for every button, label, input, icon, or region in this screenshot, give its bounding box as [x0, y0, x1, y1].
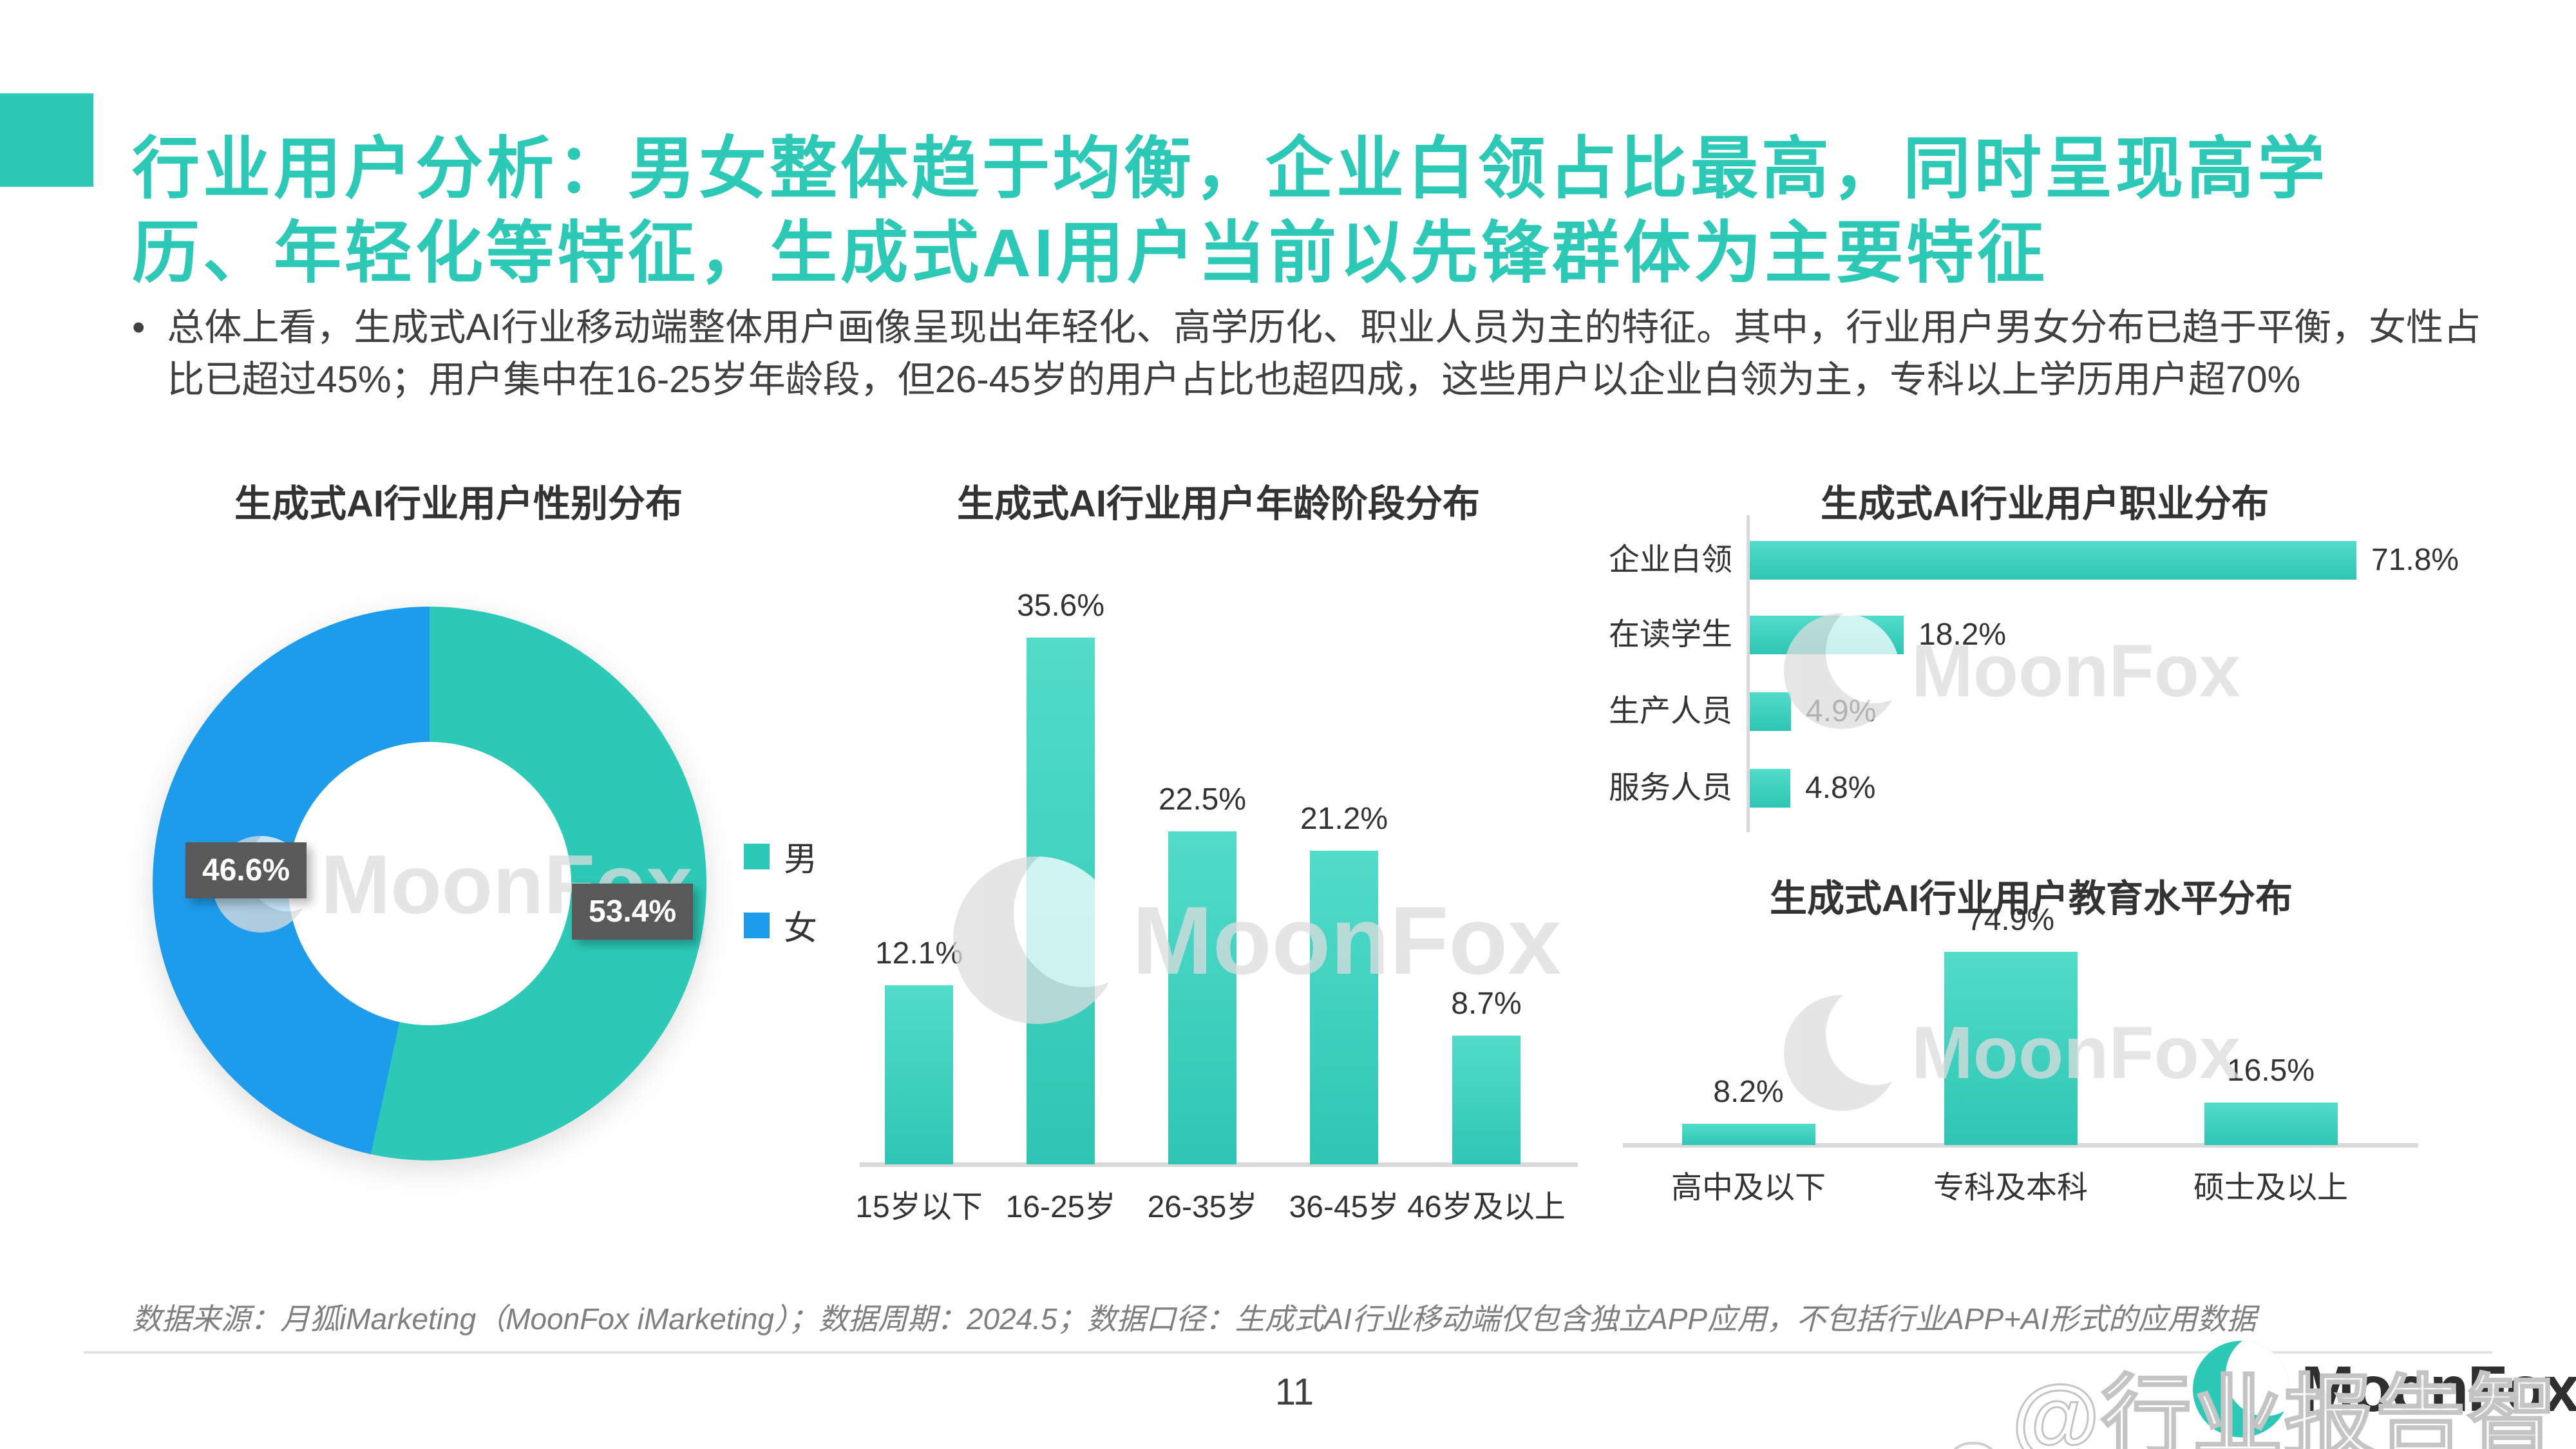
- legend-label: 女: [784, 910, 818, 947]
- axis-category-label: 36-45岁: [1289, 1190, 1399, 1224]
- bar-value-label: 18.2%: [1918, 618, 2007, 652]
- axis-category-label: 高中及以下: [1671, 1171, 1826, 1205]
- bar: [2204, 1103, 2338, 1145]
- donut-hole: [288, 742, 571, 1025]
- occupation-chart-title: 生成式AI行业用户职业分布: [1820, 483, 2269, 525]
- axis-category-label: 15岁以下: [855, 1190, 983, 1224]
- y-axis: [1747, 515, 1750, 832]
- axis-category-label: 硕士及以上: [2193, 1171, 2348, 1205]
- bar-value-label: 22.5%: [1158, 782, 1247, 817]
- summary-text: 总体上看，生成式AI行业移动端整体用户画像呈现出年轻化、高学历化、职业人员为主的…: [167, 307, 2481, 401]
- bar: [1681, 1124, 1815, 1145]
- accent-square: [0, 93, 93, 187]
- bar-value-label: 71.8%: [2371, 543, 2459, 577]
- gender-legend: 男 女: [744, 832, 817, 949]
- bar-value-label: 4.8%: [1805, 771, 1876, 805]
- occupation-plot: 71.8% 企业白领 18.2% 在读学生 4.9% 生产人员 4.8% 服务人员: [1609, 515, 2487, 832]
- summary-bullet: • 总体上看，生成式AI行业移动端整体用户画像呈现出年轻化、高学历化、职业人员为…: [132, 301, 2483, 406]
- page-number: 11: [1274, 1371, 1314, 1413]
- moonfox-logo: MoonFox: [2193, 1341, 2576, 1437]
- axis-category-label: 专科及本科: [1933, 1171, 2088, 1205]
- data-source-note: 数据来源：月狐iMarketing（MoonFox iMarketing）；数据…: [132, 1302, 2257, 1336]
- bar-value-label: 4.9%: [1806, 694, 1877, 728]
- legend-item-male: 男: [744, 832, 817, 880]
- bar-value-label: 8.2%: [1713, 1075, 1784, 1109]
- bar: [1168, 831, 1236, 1164]
- education-chart-title: 生成式AI行业用户教育水平分布: [1769, 878, 2293, 920]
- moonfox-logo-icon: [2193, 1341, 2289, 1437]
- bar-value-label: 21.2%: [1300, 802, 1388, 836]
- age-chart-title: 生成式AI行业用户年龄阶段分布: [956, 483, 1480, 525]
- baidu-paw-icon: du: [1944, 1441, 2003, 1449]
- bar-value-label: 12.1%: [875, 936, 963, 971]
- bar: [1310, 851, 1378, 1164]
- axis-category-label: 46岁及以上: [1407, 1190, 1566, 1224]
- bar: [1750, 541, 2356, 580]
- female-swatch: [744, 912, 770, 938]
- bullet-glyph: •: [132, 307, 146, 348]
- axis-category-label: 在读学生: [1608, 618, 1732, 652]
- bar: [1750, 692, 1791, 731]
- x-axis: [1623, 1143, 2418, 1148]
- axis-category-label: 企业白领: [1608, 543, 1732, 577]
- axis-category-label: 26-35岁: [1147, 1190, 1258, 1224]
- bar-value-label: 74.9%: [1966, 903, 2055, 937]
- bar: [1027, 638, 1095, 1164]
- axis-category-label: 生产人员: [1608, 694, 1732, 728]
- male-swatch: [744, 843, 770, 869]
- axis-category-label: 服务人员: [1608, 771, 1732, 805]
- axis-category-label: 16-25岁: [1005, 1190, 1116, 1224]
- bar-value-label: 35.6%: [1016, 589, 1105, 623]
- legend-label: 男: [784, 841, 818, 878]
- gender-chart-title: 生成式AI行业用户性别分布: [234, 483, 683, 525]
- footer-divider: [84, 1351, 2492, 1354]
- male-share-label: 53.4%: [572, 884, 694, 940]
- education-plot: 8.2% 高中及以下 74.9% 专科及本科 16.5% 硕士及以上: [1623, 903, 2418, 1205]
- x-axis: [860, 1162, 1578, 1167]
- age-plot: 12.1% 15岁以下 35.6% 16-25岁 22.5% 26-35岁 21.2% 36-…: [855, 580, 1578, 1224]
- page-title: 行业用户分析：男女整体趋于均衡，企业白领占比最高，同时呈现高学历、年轻化等特征，…: [132, 131, 2329, 291]
- bar: [1750, 616, 1904, 654]
- bar-value-label: 8.7%: [1451, 987, 1522, 1021]
- bar: [1944, 952, 2078, 1145]
- female-share-label: 46.6%: [185, 842, 307, 898]
- bar: [885, 985, 953, 1164]
- moonfox-logo-text: MoonFox: [2301, 1352, 2576, 1425]
- bar-value-label: 16.5%: [2226, 1054, 2315, 1088]
- bar: [1452, 1036, 1520, 1164]
- legend-item-female: 女: [744, 901, 817, 949]
- bar: [1750, 769, 1790, 808]
